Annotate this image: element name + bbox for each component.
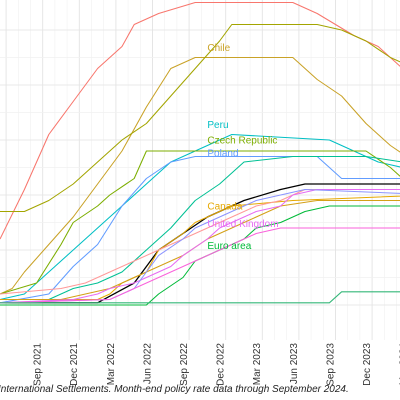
x-tick-label: Mar 2023: [252, 343, 263, 386]
series-7-line: [0, 155, 400, 301]
plot-background: [0, 0, 400, 340]
series-lines: [0, 1, 400, 306]
series-3-line: [0, 23, 400, 213]
series-label-euro-area: Euro area: [207, 241, 251, 252]
series-label-canada: Canada: [207, 201, 242, 212]
x-tick-label: Dec 2023: [362, 343, 373, 386]
series-label-peru: Peru: [207, 120, 228, 131]
grid-lines: [0, 0, 400, 340]
united-kingdom-line: [0, 188, 400, 304]
series-label-chile: Chile: [207, 43, 230, 54]
series-labels: Chile Peru Czech Republic Poland Canada Unite…: [207, 43, 278, 252]
czech-republic-line: [0, 150, 400, 295]
chile-line: [0, 56, 400, 295]
x-tick-label: Sep 2021: [33, 343, 44, 386]
series-16-line: [0, 291, 400, 304]
x-tick-label: Dec 2021: [69, 343, 80, 386]
x-tick-label: Jun 2022: [142, 343, 153, 385]
x-tick-label: Sep 2023: [325, 343, 336, 386]
series-13-line: [0, 188, 400, 304]
x-tick-label: Sep 2022: [179, 343, 190, 386]
chart-caption: International Settlements. Month-end pol…: [0, 384, 349, 395]
x-tick-label: Jun 2023: [289, 343, 300, 385]
canada-line: [0, 195, 400, 301]
x-tick-label: Mar 2024: [399, 343, 400, 386]
x-tick-label: Mar 2022: [106, 343, 117, 386]
x-tick-label: Dec 2022: [216, 343, 227, 386]
series-label-czech-republic: Czech Republic: [207, 135, 277, 146]
series-label-poland: Poland: [207, 149, 238, 160]
euro-area-line: [0, 205, 400, 306]
series-label-united-kingdom: United Kingdom: [207, 219, 278, 230]
x-axis-ticks: Sep 2021 Dec 2021 Mar 2022 Jun 2022 Sep 2022…: [33, 343, 400, 386]
poland-line: [0, 155, 400, 304]
series-15-line: [0, 227, 400, 304]
